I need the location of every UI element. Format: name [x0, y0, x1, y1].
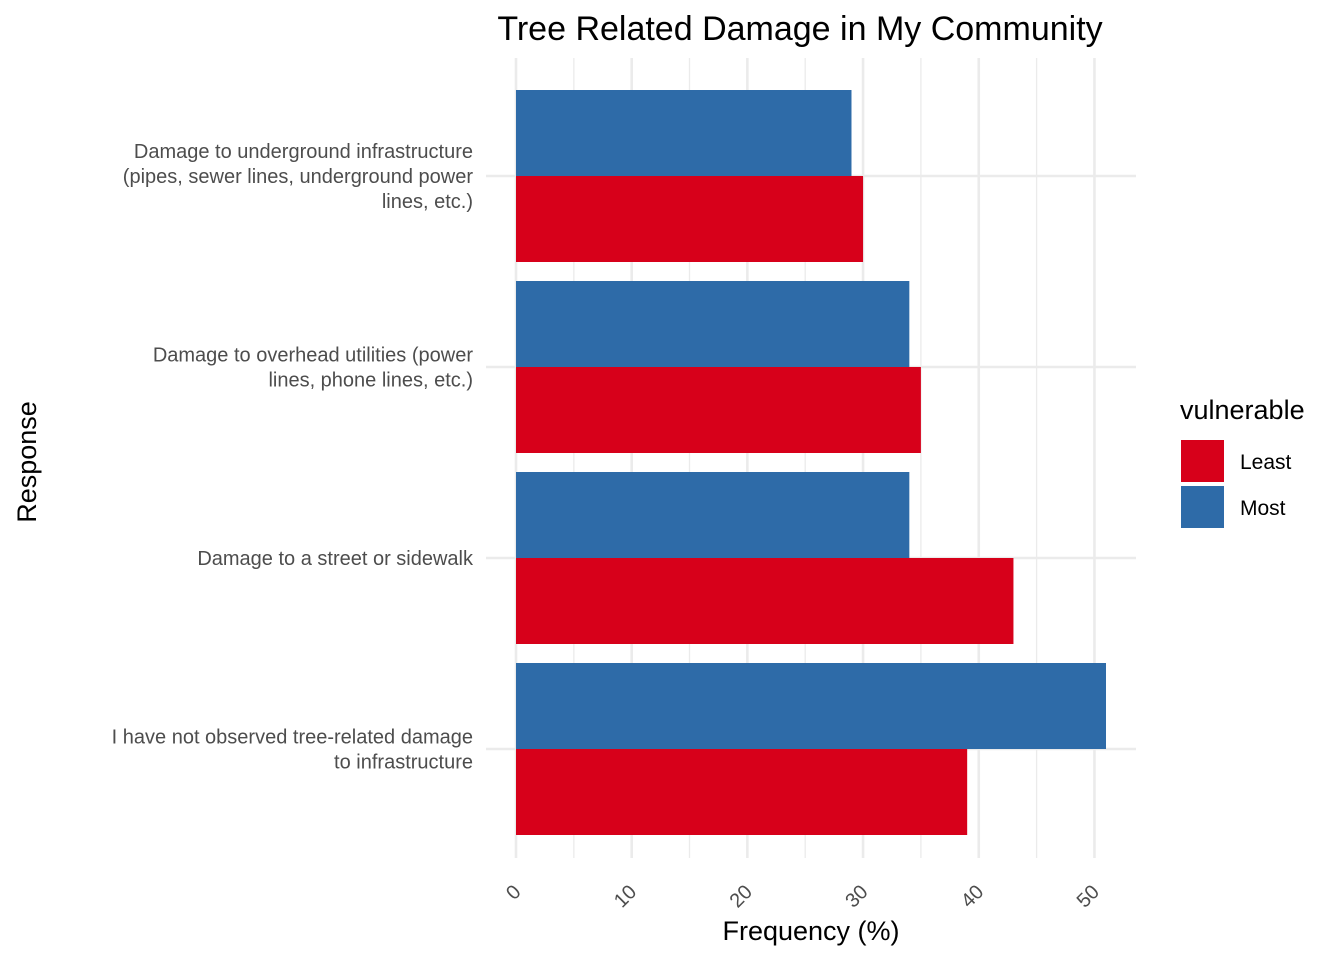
bar-most-2 [516, 281, 910, 367]
bar-most-3 [516, 472, 910, 558]
legend-entries: Least Most [1181, 440, 1292, 528]
x-tick-label: 40 [957, 881, 988, 912]
bar-least-3 [516, 558, 1014, 644]
y-tick-label-line: lines, phone lines, etc.) [268, 370, 473, 392]
y-tick-label-line: lines, etc.) [382, 191, 473, 213]
y-tick-label-line: to infrastructure [334, 752, 473, 774]
y-tick-label-line: I have not observed tree-related damage [112, 727, 473, 749]
y-axis-ticks: Damage to underground infrastructure (pip… [112, 141, 474, 774]
x-tick-label: 0 [502, 881, 525, 904]
bar-least-4 [516, 749, 968, 835]
bar-most-4 [516, 663, 1106, 749]
x-tick-label: 20 [726, 881, 757, 912]
legend-swatch-most [1181, 486, 1224, 528]
y-tick-label: I have not observed tree-related damage t… [112, 727, 473, 774]
bar-most-1 [516, 90, 852, 176]
y-tick-label-line: Damage to underground infrastructure [134, 141, 473, 163]
y-tick-label: Damage to underground infrastructure (pip… [123, 141, 474, 213]
bar-least-2 [516, 367, 921, 453]
legend-label-most: Most [1240, 497, 1286, 520]
y-tick-label: Damage to a street or sidewalk [197, 548, 474, 570]
bar-least-1 [516, 176, 864, 262]
x-axis-title: Frequency (%) [722, 916, 899, 946]
legend-title: vulnerable [1180, 395, 1305, 425]
y-tick-label-line: (pipes, sewer lines, underground power [123, 166, 474, 188]
legend-label-least: Least [1240, 451, 1292, 474]
y-axis-title: Response [12, 401, 42, 523]
bars [516, 90, 1106, 835]
y-tick-label-line: Damage to a street or sidewalk [197, 548, 474, 570]
legend: vulnerable Least Most [1180, 395, 1305, 528]
x-tick-label: 30 [841, 881, 872, 912]
x-axis-ticks: 0 10 20 30 40 50 [502, 881, 1104, 912]
legend-swatch-least [1181, 440, 1224, 482]
chart-title: Tree Related Damage in My Community [497, 10, 1102, 48]
y-tick-label: Damage to overhead utilities (power lines… [153, 345, 474, 392]
x-tick-label: 50 [1073, 881, 1104, 912]
x-tick-label: 10 [610, 881, 641, 912]
y-tick-label-line: Damage to overhead utilities (power [153, 345, 474, 367]
